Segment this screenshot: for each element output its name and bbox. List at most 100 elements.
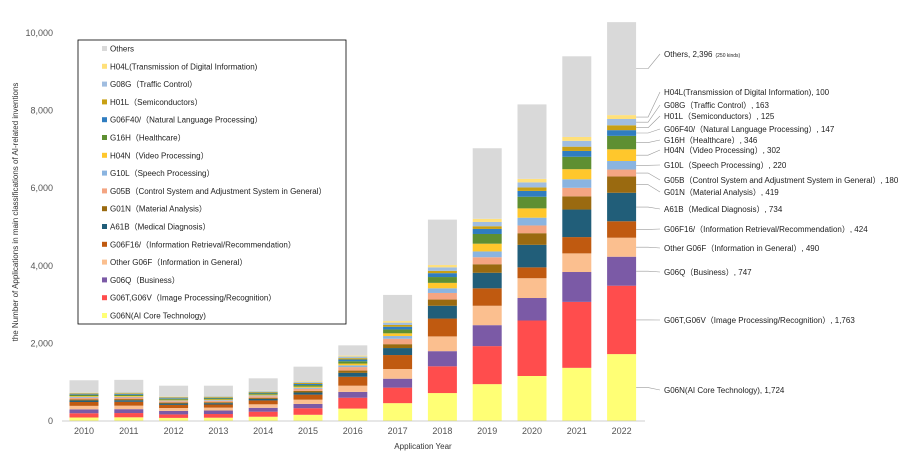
x-tick-label: 2020 — [522, 426, 542, 436]
bar-segment — [427, 336, 457, 352]
bar-segment — [248, 393, 278, 395]
bar-segment — [293, 381, 323, 383]
bar-segment — [69, 399, 99, 401]
bar-segment — [159, 385, 189, 397]
bar-segment — [607, 169, 637, 177]
x-tick-label: 2010 — [74, 426, 94, 436]
bar-segment — [114, 399, 144, 401]
legend-item: G06F16/（Information Retrieval/Recommenda… — [110, 240, 296, 249]
bar-segment — [69, 405, 99, 410]
bar-segment — [159, 398, 189, 399]
annotation-label: Other G06F（Information in General）, 490 — [664, 244, 820, 253]
bar-segment — [293, 390, 323, 393]
bar-segment — [203, 400, 233, 401]
bar-segment — [383, 403, 413, 421]
bar-segment — [248, 395, 278, 397]
bar-segment — [203, 410, 233, 415]
bar-segment — [203, 397, 233, 398]
bar-segment — [562, 187, 592, 197]
annotation-leader — [636, 246, 661, 249]
bar-segment — [159, 404, 189, 409]
bar-segment — [114, 405, 144, 410]
bar-segment — [607, 221, 637, 238]
bar-segment — [114, 379, 144, 393]
bar-segment — [248, 398, 278, 401]
bar-segment — [427, 318, 457, 337]
bar-segment — [203, 385, 233, 397]
annotation-leader — [636, 104, 661, 123]
bar-segment — [338, 358, 368, 360]
bar-segment — [338, 397, 368, 409]
bar-segment — [248, 407, 278, 412]
legend-swatch — [102, 46, 107, 51]
annotation-label: G10L（Speech Processing）, 220 — [664, 161, 787, 170]
bar-segment — [427, 277, 457, 283]
bar-segment — [472, 264, 502, 273]
bar-segment — [562, 150, 592, 157]
bar-segment — [338, 372, 368, 377]
bar-segment — [517, 375, 547, 421]
annotation-label: G06Q（Business）, 747 — [664, 268, 752, 277]
legend-swatch — [102, 277, 107, 283]
bar-segment — [338, 367, 368, 371]
x-axis-title: Application Year — [394, 442, 452, 451]
x-axis: 2010 2011 2012 2013 2014 2015 2016 2017 2018 2019… — [62, 420, 645, 436]
bar-segment — [517, 187, 547, 191]
legend-item: H04L(Transmission of Digital Information… — [110, 62, 258, 71]
bar-segment — [517, 190, 547, 197]
annotation-label: A61B（Medical Diagnosis）, 734 — [664, 205, 783, 214]
bar-segment — [203, 403, 233, 405]
bar-segment — [338, 391, 368, 398]
bar-segment — [562, 156, 592, 170]
bar-segment — [472, 221, 502, 227]
x-tick-label: 2021 — [567, 426, 587, 436]
bar-segment — [338, 365, 368, 368]
bar-segment — [517, 233, 547, 245]
bar-segment — [383, 338, 413, 345]
annotation-leader — [636, 139, 661, 143]
bar-segment — [293, 399, 323, 404]
bar-segment — [338, 408, 368, 421]
bar-segment — [248, 416, 278, 421]
legend-swatch — [102, 117, 107, 123]
bar-segment — [383, 348, 413, 356]
bar-segment — [248, 404, 278, 408]
legend-swatch — [102, 63, 107, 69]
bar-segment — [472, 305, 502, 326]
legend-swatch — [102, 224, 107, 229]
legend: Others H04L(Transmission of Digital Infor… — [77, 39, 347, 325]
bars — [69, 22, 637, 421]
x-tick-label: 2015 — [298, 426, 318, 436]
bar-segment — [203, 404, 233, 408]
bar-segment — [203, 407, 233, 411]
bar-segment — [607, 22, 637, 116]
bar-segment — [383, 387, 413, 404]
x-tick-label: 2011 — [119, 426, 138, 436]
bar-segment — [427, 219, 457, 266]
bar-segment — [607, 115, 637, 119]
y-tick-label: 2,000 — [30, 338, 53, 348]
legend-swatch — [102, 295, 107, 301]
bar-segment — [69, 395, 99, 397]
bar-segment — [293, 383, 323, 386]
annotation-label: G06T,G06V（Image Processing/Recognition）,… — [664, 316, 855, 325]
bar-segment — [248, 391, 278, 392]
bar-segment — [114, 397, 144, 400]
bar-segment — [562, 56, 592, 137]
annotation-label: G05B（Control System and Adjustment Syste… — [664, 176, 899, 185]
bar-segment — [159, 397, 189, 399]
y-axis-title: the Number of Applications in main class… — [11, 83, 20, 342]
annotation-label: G06F16/（Information Retrieval/Recommenda… — [664, 225, 868, 234]
y-tick-label: 10,000 — [25, 28, 53, 38]
bar-segment — [607, 192, 637, 222]
bar-segment — [69, 393, 99, 395]
bar-segment — [248, 396, 278, 398]
bar-segment — [293, 392, 323, 395]
bar-segment — [114, 392, 144, 394]
bar-segment — [427, 282, 457, 289]
bar-segment — [427, 292, 457, 300]
legend-swatch — [102, 206, 107, 212]
bar-segment — [472, 257, 502, 265]
legend-swatch — [102, 170, 107, 176]
bar-segment — [203, 396, 233, 398]
